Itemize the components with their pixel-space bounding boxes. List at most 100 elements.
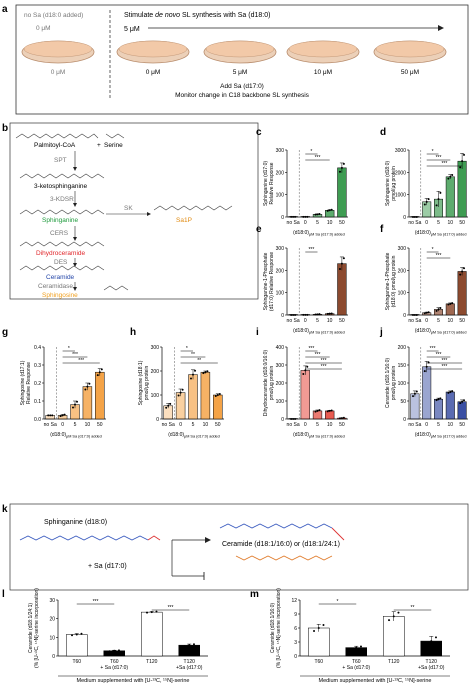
data-point [423,312,426,315]
panel-letter-b: b [2,123,8,134]
y-tick-label: 0.4 [34,345,41,351]
panel-letter-m: m [250,589,259,600]
y-tick-label: 200 [398,268,407,274]
data-point [146,611,149,614]
data-point [328,409,331,412]
y-tick-label: 3000 [395,148,406,154]
y-tick-label: 50 [400,399,406,405]
significance-label: *** [93,599,99,605]
category-label: + Sa (d17:0) [342,665,370,671]
data-point [330,312,333,315]
y-tick-label: 200 [151,369,160,375]
data-point [451,174,454,177]
category-label: no Sa [287,220,300,226]
data-point [155,610,158,613]
category-label: 0 [425,318,428,324]
data-point [63,413,66,416]
category-label: 5 [74,422,77,428]
category-label: T60 [110,659,119,665]
category-label: +Sa (d17:0) [176,665,203,671]
y-tick-label: 12 [291,598,297,604]
y-tick-label: 0 [403,313,406,319]
y-axis-label: pmol/μg protein [269,366,275,401]
data-point [459,166,462,169]
category-label: + Sa (d17:0) [100,665,128,671]
category-label: T60 [314,659,323,665]
significance-label: *** [308,247,314,253]
bar [410,393,420,420]
data-point [461,160,464,163]
y-tick-label: 0.1 [34,399,41,405]
panel-letter-k: k [2,504,8,515]
category-label: 10 [327,220,333,226]
y-tick-label: 0 [403,417,406,423]
data-point [340,166,343,169]
dish-label: 50 μM [401,69,419,76]
x-axis-label: (d18:0)μM Sa (d17:0) added [415,432,467,439]
des-label: DES [54,259,68,266]
panel-letter-a: a [2,4,8,15]
y-axis-label: pmol/μg protein [391,366,397,401]
petri-dish-medium [288,40,358,58]
data-point [430,640,433,643]
data-point [294,314,297,316]
data-point [167,404,170,407]
petri-dish-medium [23,40,93,58]
y-axis-label: (d17:0) Relative Response [269,252,275,311]
significance-label: *** [436,253,442,259]
y-tick-label: 300 [276,363,285,369]
y-tick-label: 3 [294,640,297,646]
sk-label: SK [124,205,133,212]
data-point [415,314,418,316]
stimulate-label: Stimulate de novo SL synthesis with Sa (… [124,12,270,19]
y-tick-label: 0 [52,654,55,660]
panel-letter-l: l [2,589,5,600]
data-point [216,394,219,396]
category-label: 50 [459,318,465,324]
category-label: T120 [426,659,438,665]
kdsr-label: 3-KDSR [50,196,74,203]
panel-k-frame [9,503,469,591]
k-sphinganine-structure [19,535,149,541]
data-point [108,650,111,653]
y-tick-label: 100 [398,381,407,387]
significance-label: *** [441,358,447,364]
monitor-label: Monitor change in C18 backbone SL synthe… [175,92,310,99]
data-point [292,418,295,420]
data-point [411,216,414,218]
bar [312,410,323,420]
data-point [306,365,309,368]
cers-label: CERS [50,230,69,237]
dihydro-label: Dihydroceramide [36,250,86,257]
bar [434,398,443,420]
data-point [413,392,416,395]
category-label: 10 [448,318,454,324]
y-tick-label: 100 [276,399,285,405]
category-label: 5 [316,220,319,226]
data-point [302,215,305,218]
y-axis-label: Relative Response [26,362,32,404]
bar [66,634,88,657]
data-point [427,198,430,201]
chart-g: g 0.0 0.1 0.2 0.3 0.4 Sphingosine (d17:1) Relat… [2,327,106,439]
data-point [71,634,74,637]
data-point [165,406,168,409]
category-label: 0 [179,422,182,428]
petri-dish-medium [375,40,445,58]
category-label: no Sa [44,422,57,428]
data-point [463,399,466,402]
bar [457,401,467,420]
category-label: 50 [339,318,345,324]
data-point [415,216,418,218]
category-label: T120 [146,659,158,665]
data-point [322,624,325,627]
data-point [350,647,353,650]
y-axis-label: Sphingosine (d18:1) [138,360,144,405]
significance-label: *** [430,346,436,352]
category-label: 0 [304,422,307,428]
data-point [294,215,297,218]
data-point [84,388,87,391]
data-point [302,313,305,316]
